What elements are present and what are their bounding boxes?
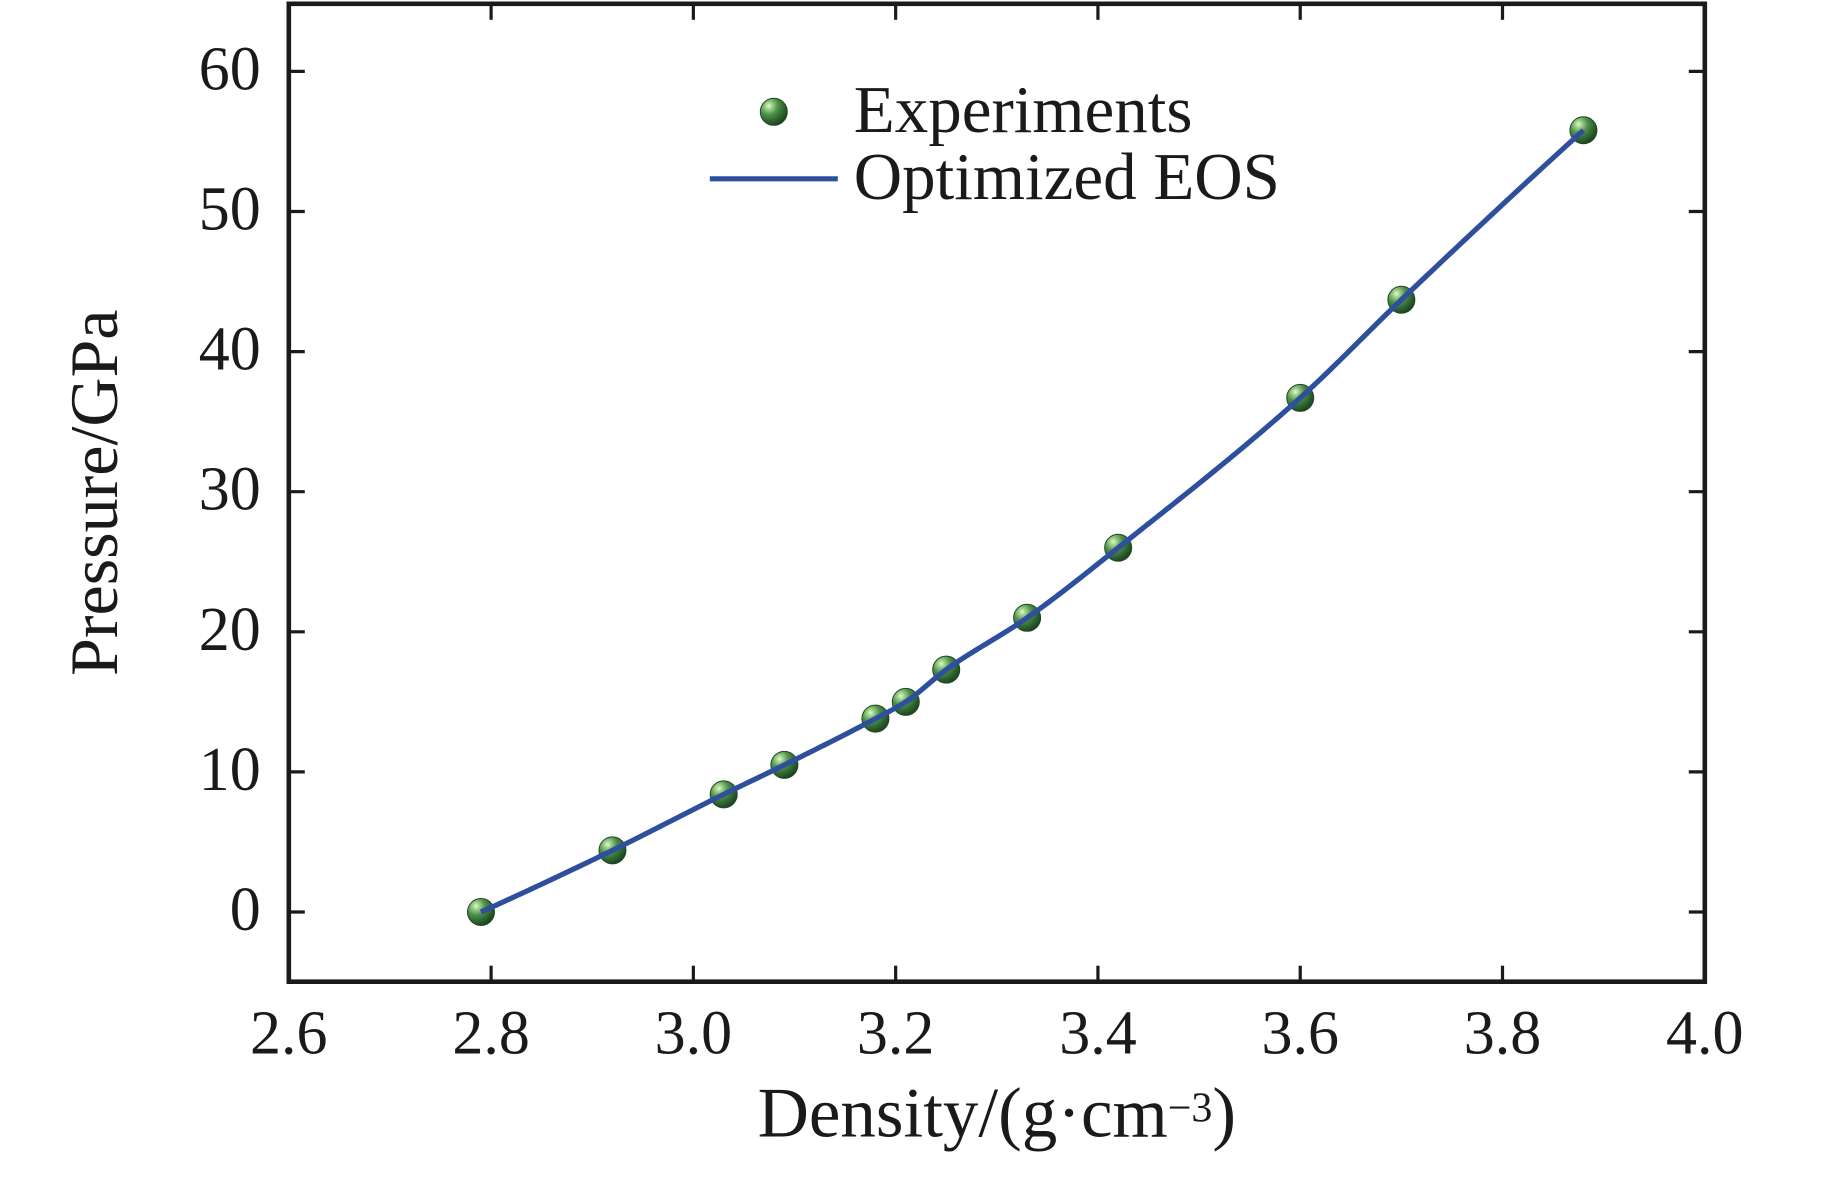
svg-text:40: 40: [199, 316, 261, 384]
svg-text:3.4: 3.4: [1059, 1000, 1137, 1068]
svg-text:4.0: 4.0: [1666, 1000, 1744, 1068]
svg-text:3.8: 3.8: [1464, 1000, 1542, 1068]
svg-text:Experiments: Experiments: [854, 73, 1193, 147]
svg-text:2.8: 2.8: [452, 1000, 530, 1068]
svg-text:30: 30: [199, 456, 261, 524]
svg-text:20: 20: [199, 596, 261, 664]
svg-text:10: 10: [199, 736, 261, 804]
svg-text:3.6: 3.6: [1261, 1000, 1339, 1068]
svg-text:Density/(g·cm−3): Density/(g·cm−3): [758, 1075, 1236, 1153]
svg-text:60: 60: [199, 35, 261, 103]
svg-text:Pressure/GPa: Pressure/GPa: [56, 310, 132, 676]
svg-text:2.6: 2.6: [250, 1000, 328, 1068]
svg-text:3.0: 3.0: [655, 1000, 733, 1068]
svg-text:50: 50: [199, 176, 261, 244]
svg-text:0: 0: [230, 876, 261, 944]
svg-text:Optimized EOS: Optimized EOS: [854, 140, 1280, 214]
svg-text:3.2: 3.2: [857, 1000, 935, 1068]
